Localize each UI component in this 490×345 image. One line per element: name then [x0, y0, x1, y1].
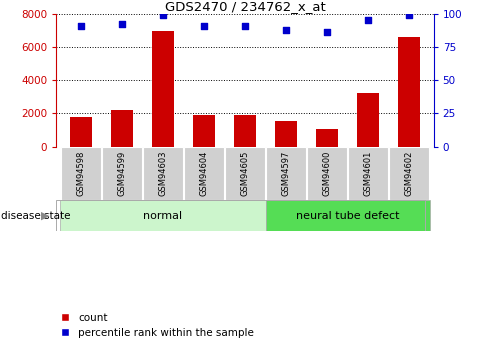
Text: GSM94602: GSM94602 [405, 151, 414, 196]
Text: GSM94597: GSM94597 [282, 151, 291, 196]
Bar [225, 147, 265, 199]
Text: disease state: disease state [1, 211, 71, 220]
Bar [61, 147, 100, 199]
Point [118, 22, 126, 27]
Text: GSM94600: GSM94600 [322, 151, 332, 196]
Point [241, 23, 249, 29]
Text: GSM94603: GSM94603 [158, 151, 168, 196]
Bar [348, 147, 388, 199]
Legend: count, percentile rank within the sample: count, percentile rank within the sample [54, 313, 254, 338]
Bar [70, 117, 92, 147]
Bar [267, 147, 306, 199]
Bar [307, 147, 347, 199]
Text: ▶: ▶ [41, 211, 49, 220]
Point [323, 30, 331, 35]
Bar [184, 147, 223, 199]
Bar [152, 31, 174, 147]
Bar [111, 110, 133, 147]
Text: GSM94598: GSM94598 [76, 151, 85, 196]
Point [77, 23, 85, 29]
Text: GSM94605: GSM94605 [241, 151, 249, 196]
Text: GSM94604: GSM94604 [199, 151, 208, 196]
Point [405, 12, 413, 18]
Title: GDS2470 / 234762_x_at: GDS2470 / 234762_x_at [165, 0, 325, 13]
Bar [60, 200, 266, 231]
Bar [102, 147, 142, 199]
Bar [234, 115, 256, 147]
Bar [398, 37, 420, 147]
Bar [143, 147, 183, 199]
Point [159, 12, 167, 18]
Bar [193, 115, 215, 147]
Text: GSM94601: GSM94601 [364, 151, 372, 196]
Point [200, 23, 208, 29]
Bar [275, 121, 297, 147]
Text: neural tube defect: neural tube defect [296, 211, 399, 220]
Bar [316, 129, 338, 147]
Point [364, 18, 372, 23]
Text: GSM94599: GSM94599 [118, 151, 126, 196]
Point [282, 27, 290, 32]
Bar [390, 147, 429, 199]
Bar [357, 93, 379, 147]
Text: normal: normal [144, 211, 183, 220]
Bar [266, 200, 430, 231]
